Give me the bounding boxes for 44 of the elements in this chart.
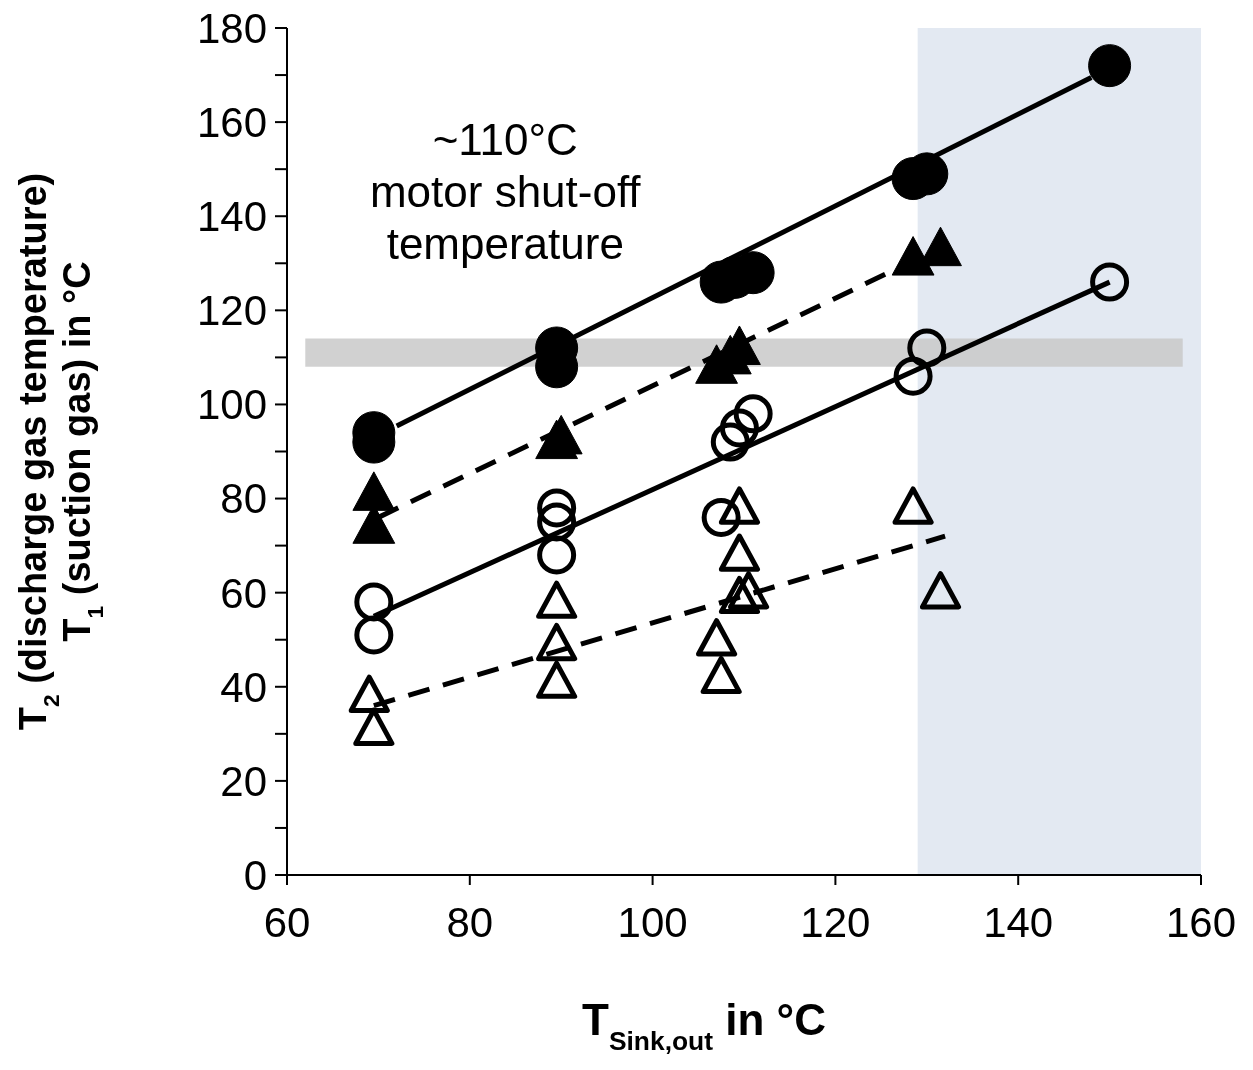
point <box>728 571 770 610</box>
point <box>919 571 962 610</box>
y-tick-label: 100 <box>196 381 267 429</box>
y-tick-label: 20 <box>220 757 267 805</box>
point <box>536 660 578 699</box>
y-tick-label: 120 <box>196 287 267 335</box>
point <box>696 618 738 657</box>
y-tick-label: 60 <box>220 569 267 617</box>
point <box>893 356 933 396</box>
point <box>353 707 395 746</box>
x-tick-label: 100 <box>617 898 688 946</box>
point <box>892 486 934 525</box>
point <box>1088 44 1132 88</box>
y-tick-label: 80 <box>220 475 267 523</box>
point <box>536 580 578 619</box>
x-tick-label: 140 <box>983 898 1054 946</box>
point <box>352 471 396 511</box>
x-axis-title: T$_{Sink,out}$ in °C <box>582 995 826 1056</box>
point <box>537 488 577 528</box>
y-tick-label: 0 <box>243 851 267 899</box>
y-tick-label: 40 <box>220 663 267 711</box>
point <box>537 502 577 542</box>
point <box>348 674 390 713</box>
x-tick-label: 60 <box>263 898 311 946</box>
x-tick-label: 160 <box>1165 898 1237 946</box>
point <box>701 497 741 537</box>
point <box>718 533 760 572</box>
point <box>536 622 578 662</box>
point <box>719 408 759 448</box>
y-tick-label: 140 <box>196 193 267 241</box>
y-tick-label: 160 <box>196 99 267 147</box>
x-tick-label: 120 <box>800 898 871 946</box>
point <box>733 394 773 434</box>
band-label: ~110°C motor shut-off temperature <box>369 114 642 268</box>
point <box>537 535 577 575</box>
point <box>354 582 394 622</box>
y-tick-label: 180 <box>196 4 267 52</box>
point <box>710 422 750 462</box>
point <box>1090 262 1130 302</box>
x-tick-label: 80 <box>446 898 494 946</box>
point <box>718 575 760 615</box>
point <box>718 486 760 525</box>
point <box>700 655 742 695</box>
point <box>907 328 947 368</box>
